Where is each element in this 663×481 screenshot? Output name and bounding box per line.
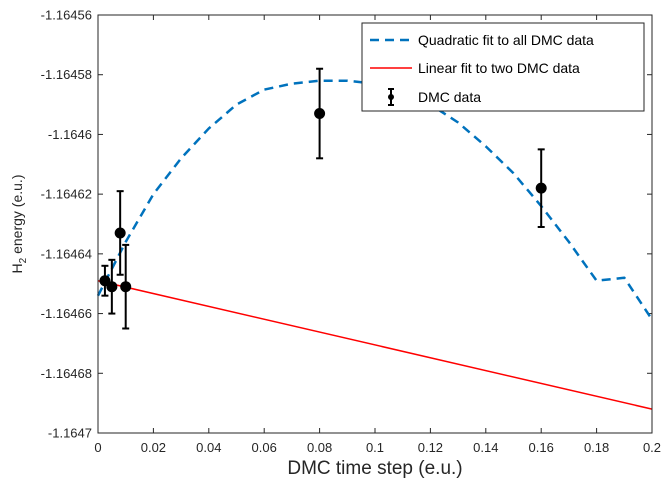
- legend-label-dmc: DMC data: [418, 89, 481, 105]
- x-tick-label: 0.08: [307, 440, 332, 455]
- legend-label-linear: Linear fit to two DMC data: [418, 60, 580, 76]
- x-tick-label: 0.14: [473, 440, 498, 455]
- y-tick-label: -1.16464: [41, 246, 92, 261]
- legend: Quadratic fit to all DMC data Linear fit…: [361, 22, 645, 112]
- data-point: [114, 227, 126, 239]
- data-point: [120, 281, 132, 293]
- linear-fit-line: [97, 279, 653, 410]
- axes-box: [97, 14, 653, 434]
- legend-label-quadratic: Quadratic fit to all DMC data: [418, 32, 594, 48]
- x-tick-label: 0.04: [196, 440, 221, 455]
- y-tick-label: -1.16456: [41, 8, 92, 23]
- y-tick-label: -1.1646: [48, 127, 92, 142]
- plot-area: [96, 67, 654, 410]
- x-tick-label: 0.18: [584, 440, 609, 455]
- data-point: [106, 281, 118, 293]
- x-tick-label: 0: [94, 440, 101, 455]
- axis-ticks: 0 0.02 0.04 0.06 0.08 0.1 0.12 0.14 0.16 0.18 0.2 -…: [41, 8, 661, 456]
- y-tick-label: -1.16462: [41, 187, 92, 202]
- x-tick-label: 0.02: [141, 440, 166, 455]
- y-tick-label: -1.16466: [41, 306, 92, 321]
- x-tick-label: 0.2: [643, 440, 661, 455]
- legend-box: [361, 22, 645, 112]
- x-tick-label: 0.16: [529, 440, 554, 455]
- y-axis-title: H2 energy (e.u.): [9, 175, 29, 274]
- y-tick-label: -1.1647: [48, 426, 92, 441]
- x-tick-label: 0.12: [418, 440, 443, 455]
- x-tick-label: 0.06: [252, 440, 277, 455]
- quadratic-fit-line: [96, 79, 654, 321]
- data-point: [535, 182, 547, 194]
- data-point: [314, 108, 326, 120]
- x-tick-label: 0.1: [366, 440, 384, 455]
- y-tick-label: -1.16458: [41, 67, 92, 82]
- y-tick-label: -1.16468: [41, 366, 92, 381]
- x-axis-title: DMC time step (e.u.): [287, 458, 462, 479]
- legend-marker-dmc: [388, 94, 394, 100]
